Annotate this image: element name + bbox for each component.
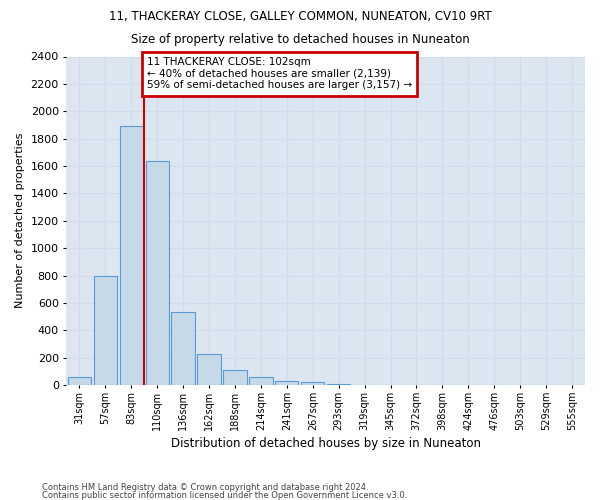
Bar xyxy=(197,354,221,385)
Bar xyxy=(301,382,325,385)
X-axis label: Distribution of detached houses by size in Nuneaton: Distribution of detached houses by size … xyxy=(171,437,481,450)
Bar xyxy=(223,370,247,385)
Bar xyxy=(249,378,272,385)
Bar xyxy=(119,126,143,385)
Text: 11, THACKERAY CLOSE, GALLEY COMMON, NUNEATON, CV10 9RT: 11, THACKERAY CLOSE, GALLEY COMMON, NUNE… xyxy=(109,10,491,23)
Text: Contains HM Land Registry data © Crown copyright and database right 2024.: Contains HM Land Registry data © Crown c… xyxy=(42,484,368,492)
Text: Size of property relative to detached houses in Nuneaton: Size of property relative to detached ho… xyxy=(131,32,469,46)
Bar xyxy=(146,160,169,385)
Text: Contains public sector information licensed under the Open Government Licence v3: Contains public sector information licen… xyxy=(42,490,407,500)
Bar xyxy=(68,377,91,385)
Y-axis label: Number of detached properties: Number of detached properties xyxy=(15,133,25,308)
Text: 11 THACKERAY CLOSE: 102sqm
← 40% of detached houses are smaller (2,139)
59% of s: 11 THACKERAY CLOSE: 102sqm ← 40% of deta… xyxy=(147,57,412,90)
Bar xyxy=(327,384,350,385)
Bar xyxy=(275,381,298,385)
Bar xyxy=(172,312,195,385)
Bar xyxy=(94,276,117,385)
